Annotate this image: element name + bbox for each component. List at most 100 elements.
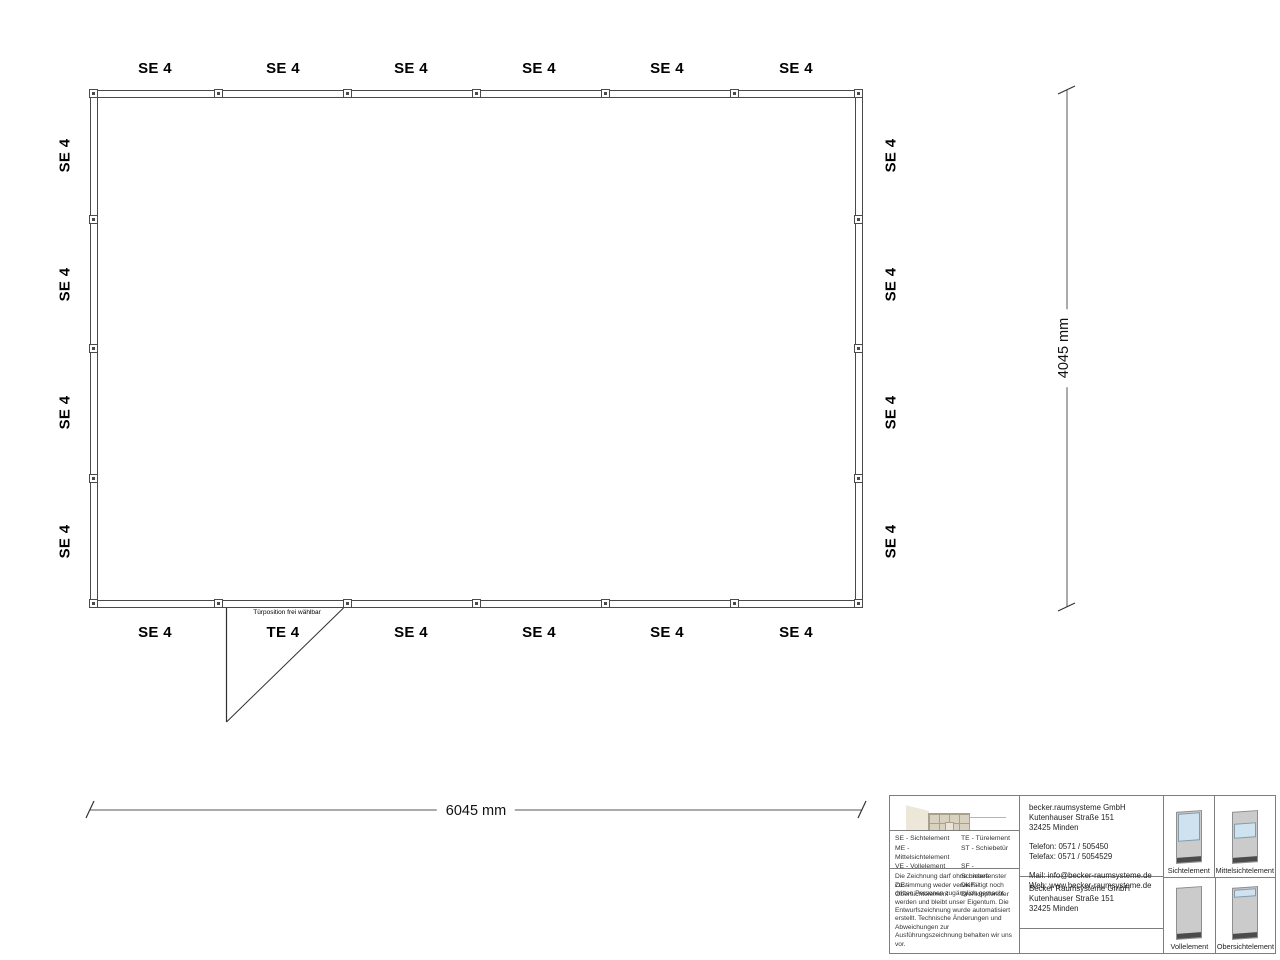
element-label-bottom: SE 4 [650,624,684,641]
panel-icon [1176,886,1203,940]
wall-connector [854,215,863,224]
element-label-top: SE 4 [394,60,428,77]
legend-entry: VE - Vollelement [895,863,946,871]
element-label-right: SE 4 [882,395,900,430]
legend-entry: SF - Schiebefenster [961,863,1007,880]
pictogram-sichtelement: Sichtelement [1164,796,1214,877]
wall-connector [343,89,352,98]
pictogram-label: Vollelement [1170,942,1209,951]
wall-corner [89,599,98,608]
panel-icon [1231,810,1258,864]
abbreviation-legend: SE - Sichtelement TE - Türelement ME - M… [890,831,1019,898]
contact-city: 32425 Minden [1029,823,1079,832]
pictogram-row: Vollelement Obersichtelement [1164,878,1275,953]
element-label-right: SE 4 [882,267,900,302]
dimension-width-label: 6045 mm [436,803,516,819]
element-label-top: SE 4 [779,60,813,77]
base-section [1232,856,1257,863]
pictogram-mittelsichtelement: Mittelsichtelement [1213,796,1275,877]
title-block-col-middle: becker.raumsysteme GmbH Kutenhauser Stra… [1020,796,1164,953]
wall-connector [730,89,739,98]
element-label-bottom: SE 4 [522,624,556,641]
element-label-top: SE 4 [266,60,300,77]
element-label-right: SE 4 [882,524,900,559]
element-label-bottom: SE 4 [394,624,428,641]
logo-cabin-door [945,822,954,831]
glass-section [1177,812,1200,842]
legend-entry: DKF - Drehkippfenster [961,881,1009,899]
panel-icon [1175,810,1202,864]
element-label-top: SE 4 [650,60,684,77]
wall-connector [89,344,98,353]
dimension-tick [1057,602,1076,612]
dimension-tick [85,800,95,819]
wall-connector [472,89,481,98]
manufacturer-contact: becker.raumsysteme GmbH Kutenhauser Stra… [1020,796,1163,890]
contact-mail: Mail: info@becker-raumsysteme.de [1029,871,1152,880]
empty-cell [1020,929,1163,953]
element-label-bottom: TE 4 [266,624,300,641]
element-label-left: SE 4 [56,395,74,430]
wall-connector [601,89,610,98]
company-logo: becker. raumsysteme® [890,796,1019,832]
contact-fax: Telefax: 0571 / 5054529 [1029,852,1113,861]
wall-connector [89,215,98,224]
company-street: Kutenhauser Straße 151 [1029,894,1114,903]
solid-section [1232,838,1257,858]
pictogram-label: Obersichtelement [1216,942,1274,951]
wall-connector [343,599,352,608]
wall-corner [854,89,863,98]
wall-connector [472,599,481,608]
legend-entry: SE - Sichtelement [895,835,950,843]
legend-row: VE - Vollelement SF - Schiebefenster [895,862,1019,881]
wall-corner [854,599,863,608]
base-section [1176,856,1201,863]
solid-section [1177,887,1202,934]
contact-web: Web: www.becker-raumsysteme.de [1029,881,1152,890]
pictogram-label: Sichtelement [1167,866,1210,875]
element-label-left: SE 4 [56,524,74,559]
door-position-note: Türposition frei wählbar [253,609,321,616]
company-city: 32425 Minden [1029,904,1079,913]
company-name: Becker Raumsysteme GmbH [1029,884,1130,893]
wall-corner [89,89,98,98]
base-section [1233,932,1258,939]
contact-name: becker.raumsysteme GmbH [1029,803,1126,812]
title-block: becker. raumsysteme® SE - Sichtelement T… [889,795,1276,954]
element-label-bottom: SE 4 [779,624,813,641]
wall-connector [214,89,223,98]
element-label-top: SE 4 [522,60,556,77]
wall-connector [854,474,863,483]
solid-section [1233,897,1258,934]
pictogram-obersichtelement: Obersichtelement [1214,878,1275,953]
panel-icon [1232,886,1259,940]
element-label-left: SE 4 [56,267,74,302]
dimension-height-label: 4045 mm [1056,308,1072,388]
wall-connector [854,344,863,353]
pictogram-vollelement: Vollelement [1164,878,1215,953]
solid-section [1176,840,1201,858]
wall-connector [730,599,739,608]
dimension-tick [1057,85,1076,95]
solid-section [1232,811,1257,823]
wall-connector [214,599,223,608]
pictogram-row: Sichtelement Mittelsichtelement [1164,796,1275,878]
element-label-top: SE 4 [138,60,172,77]
title-block-col-left: becker. raumsysteme® SE - Sichtelement T… [890,796,1020,953]
contact-phone: Telefon: 0571 / 505450 [1029,842,1109,851]
wall-connector [89,474,98,483]
legend-entry: ME - Mittelsichtelement [895,844,950,861]
copyright-disclaimer: Die Zeichnung darf ohne unsere Zustimmun… [895,873,1012,948]
legend-row: SE - Sichtelement TE - Türelement [895,834,1019,843]
element-label-bottom: SE 4 [138,624,172,641]
legend-row: OE - Obersichtelement DKF - Drehkippfens… [895,881,1019,900]
customer-address: Becker Raumsysteme GmbH Kutenhauser Stra… [1020,877,1163,929]
legend-row: ME - Mittelsichtelement ST - Schiebetür [895,844,1019,863]
glass-section [1233,821,1256,839]
title-block-col-pictograms: Sichtelement Mittelsichtelement Vollelem… [1164,796,1275,953]
legend-entry: TE - Türelement [961,835,1010,843]
pictogram-label: Mittelsichtelement [1215,866,1274,875]
element-label-right: SE 4 [882,138,900,173]
dimension-tick [857,800,867,819]
wall-connector [601,599,610,608]
